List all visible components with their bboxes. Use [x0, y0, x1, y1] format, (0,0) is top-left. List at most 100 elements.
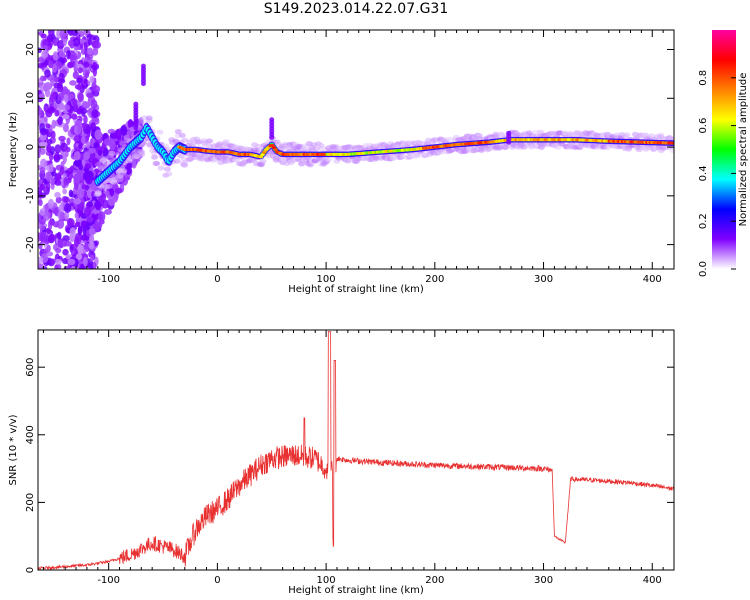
spectrogram-cell [94, 190, 102, 196]
spectrogram-cell [114, 128, 122, 140]
spectrogram-cell [259, 158, 267, 164]
spectrogram-cell [83, 61, 90, 68]
spectrogram-cell [43, 116, 48, 122]
snr-x-tick-label: -100 [97, 575, 120, 586]
spectrogram-cell [87, 100, 92, 107]
spectrogram-y-tick-label: 0 [25, 144, 36, 150]
spectrogram-x-tick-label: 300 [534, 274, 553, 285]
spectrogram-cell [52, 222, 60, 228]
spectrogram-cell [80, 48, 86, 55]
spectrogram-cell [38, 256, 44, 264]
spectrogram-cell [40, 225, 45, 231]
spectrogram-cell [39, 141, 47, 148]
spectrogram-cell [39, 122, 46, 133]
spectrogram-cell [109, 179, 117, 185]
spectrogram-cell [95, 201, 102, 211]
snr-x-tick-label: 0 [214, 575, 220, 586]
spectrogram-cell [63, 211, 70, 220]
spectrogram-cell [84, 207, 92, 217]
spectrogram-cell [163, 166, 171, 172]
spectrogram-cell [58, 72, 65, 83]
spectrogram-cell [69, 80, 77, 86]
spectrogram-cell [73, 135, 80, 143]
spectrogram-cell [56, 231, 62, 240]
spectrogram-cell [66, 137, 71, 146]
spectrogram-cell [85, 72, 90, 79]
spectrogram-cell [46, 34, 53, 43]
spectrogram-cell [120, 125, 128, 136]
spectrogram-cell [67, 218, 75, 227]
spectrogram-cell [205, 138, 213, 144]
spectrogram-cell [50, 177, 55, 186]
spectrogram-cell [151, 154, 159, 160]
spectrogram-cell [269, 117, 275, 123]
spectrogram-cell [84, 163, 92, 169]
spectrogram-cell [76, 63, 84, 69]
spectrogram-cell [67, 258, 76, 266]
spectrogram-cell [38, 47, 42, 54]
spectrogram-cell [38, 62, 45, 69]
spectrogram-cell [67, 170, 73, 181]
spectrogram-cell [109, 139, 116, 151]
spectrogram-cell [181, 163, 189, 169]
spectrogram-cell [74, 237, 79, 248]
spectrogram-cell [44, 69, 51, 78]
spectrogram-cell [54, 144, 62, 154]
spectrogram-cell [145, 115, 153, 121]
spectrogram-cell [87, 38, 92, 46]
spectrogram-cell [76, 124, 82, 135]
spectrogram-y-tick-label: -10 [25, 188, 36, 204]
spectrogram-cell [93, 208, 98, 215]
spectrogram-cell [55, 247, 62, 254]
spectrogram-cell [49, 258, 56, 265]
spectrogram-cell [72, 71, 79, 80]
spectrogram-cell [73, 151, 81, 161]
spectrogram-cell [57, 116, 63, 126]
spectrogram-cell [58, 204, 63, 212]
spectrogram-cell [81, 136, 86, 144]
spectrogram-cell [48, 233, 55, 244]
spectrogram-cell [55, 173, 62, 181]
colorbar-tick-label: 0.6 [698, 118, 709, 134]
spectrogram-cell [63, 240, 72, 247]
spectrogram-cell [123, 134, 131, 140]
snr-y-tick-label: 400 [25, 425, 36, 444]
spectrogram-x-tick-label: 100 [317, 274, 336, 285]
spectrogram-cell [648, 133, 656, 139]
spectrogram-cell [52, 38, 58, 47]
spectrogram-cell [64, 203, 72, 213]
spectrogram-cell [101, 156, 109, 162]
spectrogram-cell [126, 130, 134, 136]
spectrogram-cell [38, 57, 45, 64]
spectrogram-cell [77, 225, 83, 236]
spectrogram-cell [86, 92, 94, 99]
spectrogram-cell [54, 109, 60, 117]
colorbar: 0.0 0.2 0.4 0.6 0.8 Normalized spectral ampli… [698, 30, 749, 277]
spectrogram-cell [91, 109, 99, 119]
spectrogram-cell [125, 158, 133, 164]
spectrogram-y-tick-label: 20 [25, 43, 36, 56]
chart-title: S149.2023.014.22.07.G31 [263, 1, 449, 17]
spectrogram-cell [67, 93, 75, 99]
spectrogram-cell [74, 84, 83, 90]
spectrogram-cell [94, 129, 102, 140]
spectrogram-cell [623, 132, 631, 138]
spectrogram-cell [71, 113, 78, 120]
spectrogram-cell [140, 63, 146, 69]
spectrogram-cell [81, 100, 87, 108]
spectrogram-cell [83, 30, 89, 36]
spectrogram-x-tick-label: -100 [97, 274, 120, 285]
spectrogram-x-tick-label: 400 [643, 274, 662, 285]
spectrogram-cell [65, 146, 71, 153]
spectrogram-cell [506, 130, 512, 136]
spectrogram-cell [46, 138, 53, 145]
spectrogram-cell [173, 158, 181, 164]
spectrogram-cell [174, 129, 182, 135]
spectrogram-cell [83, 256, 88, 267]
spectrogram-cell [49, 93, 57, 103]
snr-x-tick-label: 300 [534, 575, 553, 586]
spectrogram-cell [59, 30, 68, 39]
spectrogram-cell [45, 123, 51, 129]
spectrogram-cell [317, 143, 325, 149]
snr-series-line [38, 331, 674, 570]
